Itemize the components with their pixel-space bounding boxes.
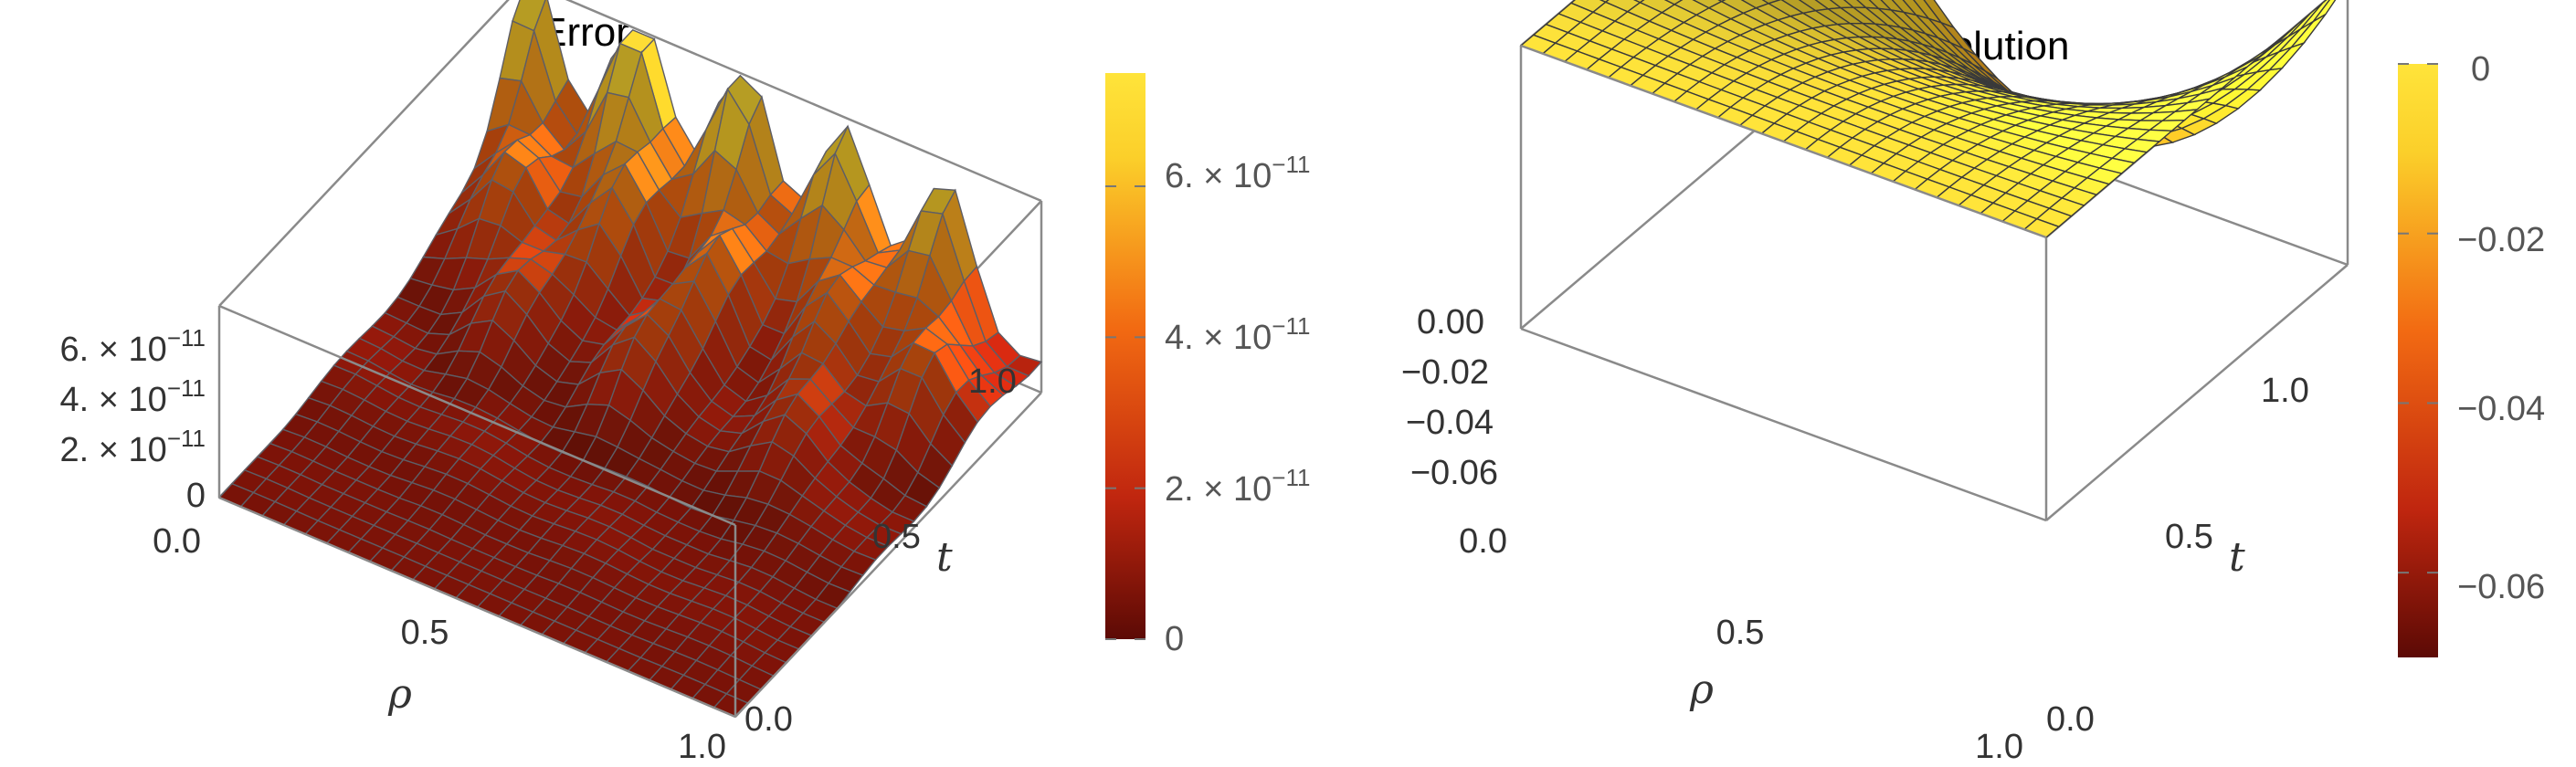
solution-x-tick-1: 0.5 — [1716, 614, 1765, 652]
solution-plot-box-front — [1519, 44, 2349, 522]
solution-y-tick-2: 1.0 — [2261, 372, 2309, 410]
error-surface — [217, 0, 1043, 718]
solution-colorbar-gradient — [2398, 64, 2438, 657]
error-y-tick-0: 0.0 — [744, 700, 793, 739]
solution-plot: Approximate solution 0.00 −0.02 −0.04 −0… — [1401, 0, 2545, 766]
solution-x-tick-0: 0.0 — [1459, 522, 1507, 561]
error-x-tick-0: 0.0 — [153, 522, 201, 561]
solution-z-axis-ticks: 0.00 −0.02 −0.04 −0.06 — [1401, 303, 1498, 492]
solution-surface — [1519, 0, 2337, 238]
error-colorbar-tick-2: 4. × 10−11 — [1165, 312, 1310, 357]
error-y-tick-2: 1.0 — [968, 362, 1017, 401]
error-z-tick-1: 2. × 10−11 — [60, 425, 206, 469]
solution-z-tick-1: −0.04 — [1406, 404, 1494, 442]
solution-y-tick-1: 0.5 — [2165, 518, 2213, 556]
error-z-tick-2: 4. × 10−11 — [60, 374, 206, 419]
solution-x-axis-label: ρ — [1689, 667, 1714, 713]
solution-colorbar-tick-0: −0.06 — [2457, 568, 2545, 606]
error-x-tick-1: 0.5 — [401, 614, 449, 652]
solution-colorbar-tick-1: −0.04 — [2457, 390, 2545, 428]
solution-x-tick-2: 1.0 — [1975, 728, 2023, 766]
solution-y-axis-ticks: 0.0 0.5 1.0 — [2046, 372, 2309, 739]
error-y-axis-label: t — [936, 534, 953, 581]
error-x-axis-ticks: 0.0 0.5 1.0 — [153, 522, 726, 766]
error-colorbar-tick-3: 6. × 10−11 — [1165, 151, 1310, 195]
solution-colorbar-tick-3: 0 — [2471, 50, 2490, 89]
solution-colorbar: 0 −0.02 −0.04 −0.06 — [2398, 50, 2545, 657]
error-colorbar-tick-0: 0 — [1165, 620, 1184, 658]
error-colorbar-gradient — [1105, 73, 1145, 639]
solution-y-tick-0: 0.0 — [2046, 700, 2095, 739]
error-colorbar-tick-1: 2. × 10−11 — [1165, 464, 1310, 509]
solution-z-tick-0: −0.06 — [1410, 454, 1498, 492]
error-x-axis-label: ρ — [387, 671, 412, 718]
error-z-tick-3: 6. × 10−11 — [60, 324, 206, 369]
error-x-tick-2: 1.0 — [678, 728, 726, 766]
error-plot-box-front — [217, 304, 1042, 719]
solution-x-axis-ticks: 0.0 0.5 1.0 — [1459, 522, 2023, 766]
solution-y-axis-label: t — [2229, 534, 2245, 581]
error-plot: Error 0 2. × 10−11 4. × 10−11 6. × 10−11… — [60, 0, 1310, 766]
error-y-tick-1: 0.5 — [872, 518, 921, 556]
error-y-axis-ticks: 0.0 0.5 1.0 — [744, 362, 1017, 739]
error-z-axis-ticks: 0 2. × 10−11 4. × 10−11 6. × 10−11 — [60, 324, 206, 515]
error-z-tick-0: 0 — [186, 477, 206, 515]
solution-colorbar-tick-2: −0.02 — [2457, 221, 2545, 259]
solution-z-tick-2: −0.02 — [1401, 353, 1489, 392]
solution-z-tick-3: 0.00 — [1417, 303, 1484, 341]
error-colorbar: 0 2. × 10−11 4. × 10−11 6. × 10−11 — [1105, 73, 1310, 658]
